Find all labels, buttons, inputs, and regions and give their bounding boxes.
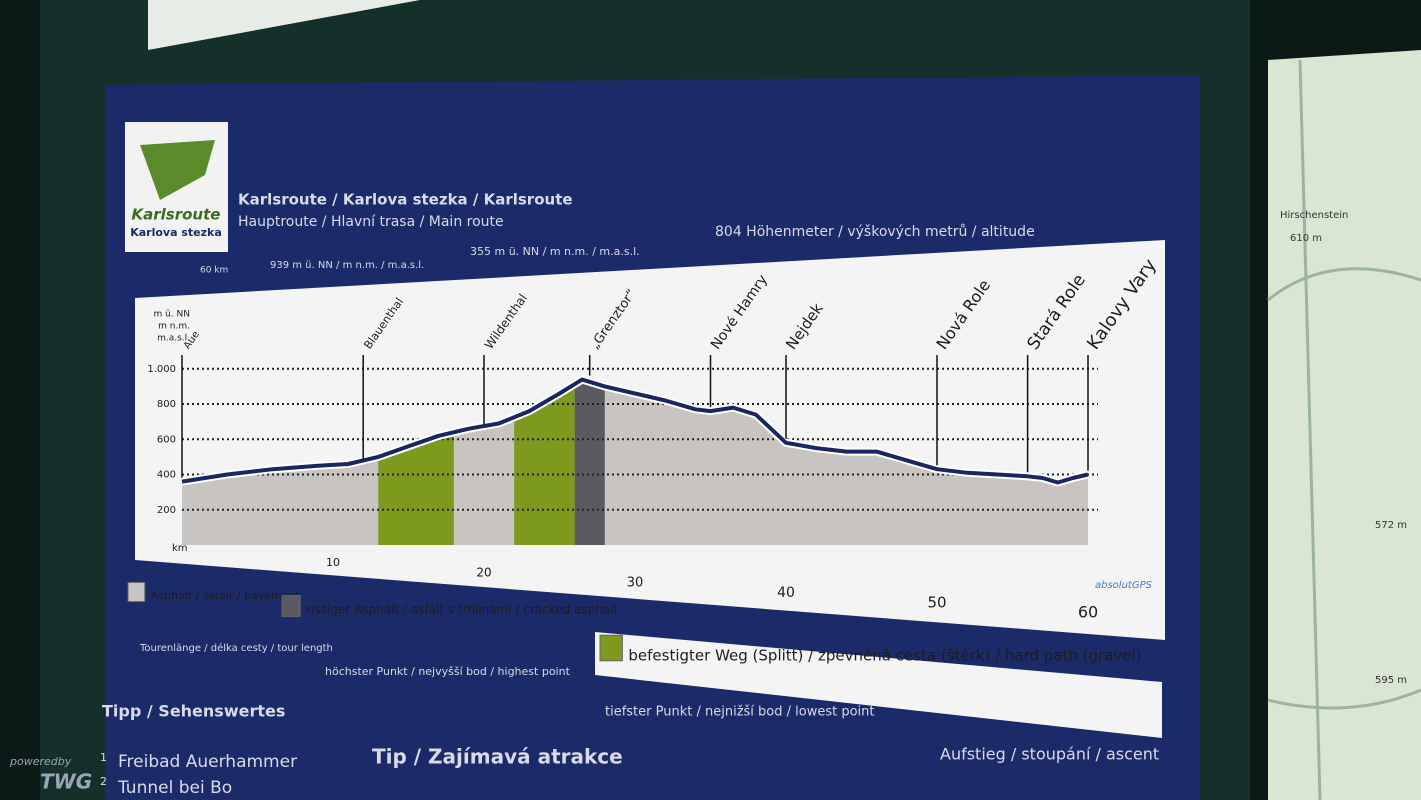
footnote-ascent: Aufstieg / stoupání / ascent [940,745,1159,764]
map-roads [1267,59,1421,800]
subtitle: Hauptroute / Hlavní trasa / Main route [238,214,504,230]
legend-swatch [599,634,623,662]
brand: absolutGPS [1095,580,1153,591]
logo-name: Karlsroute [132,206,221,224]
x-tick-label: 20 [476,566,491,580]
upper-panel [148,0,420,50]
map-label: 572 m [1375,520,1407,531]
legend-label: befestigter Weg (Splitt) / zpevněná cest… [628,647,1141,665]
map-panel [1268,50,1421,800]
map-label: Hirschenstein [1280,210,1348,221]
legend-box [595,632,1162,738]
footnote-length: Tourenlänge / délka cesty / tour length [139,642,333,654]
tips-title: Tipp / Sehenswertes [102,702,285,721]
logo-subname: Karlova stezka [130,226,222,239]
y-tick-label: 800 [157,399,176,410]
y-tick-label: 600 [157,434,176,445]
surface-segment [574,379,605,545]
profile-line [181,377,1089,485]
legend-swatch [281,595,301,617]
y-tick-label: 200 [157,505,176,516]
footnote-lowest: tiefster Punkt / nejnižší bod / lowest p… [605,705,874,720]
x-tick-label: 40 [777,585,795,601]
y-tick-label: 400 [157,470,176,481]
tip-number: 1 [100,751,107,764]
map-label: 610 m [1290,233,1322,244]
tip-item: Tunnel bei Bo [117,778,232,798]
legend-swatch [127,581,146,603]
tip-number: 2 [100,775,107,788]
watermark: TWG [40,770,92,794]
legend-label: rissiger Asphalt / asfalt s trhlinami / … [306,603,618,617]
x-tick-label: 10 [326,556,340,569]
y-axis-label: m.a.s.l. [157,334,190,344]
logo-shape [140,140,215,200]
x-tick-label: 50 [927,594,946,612]
watermark: poweredby [9,755,72,768]
x-axis-label: km [172,543,188,554]
footnote-highest: höchster Punkt / nejvyšší bod / highest … [325,665,571,678]
y-axis-label: m n.m. [158,322,190,332]
stat-length: 60 km [200,266,228,276]
tips-title-cz: Tip / Zajímavá atrakce [372,745,623,769]
title: Karlsroute / Karlova stezka / Karlsroute [238,191,573,209]
map-label: 595 m [1375,675,1407,686]
y-tick-label: 1.000 [147,364,176,375]
stat-lowest: 355 m ü. NN / m n.m. / m.a.s.l. [470,245,640,258]
legend-label: Asphalt / asfalt / pavement [151,589,301,602]
y-axis-label: m ü. NN [153,310,190,320]
x-tick-label: 60 [1078,603,1098,622]
stat-ascent: 804 Höhenmeter / výškových metrů / altit… [715,224,1035,240]
tip-item: Freibad Auerhammer [118,752,297,772]
stat-highest: 939 m ü. NN / m n.m. / m.a.s.l. [270,260,424,271]
x-tick-label: 30 [627,576,644,591]
